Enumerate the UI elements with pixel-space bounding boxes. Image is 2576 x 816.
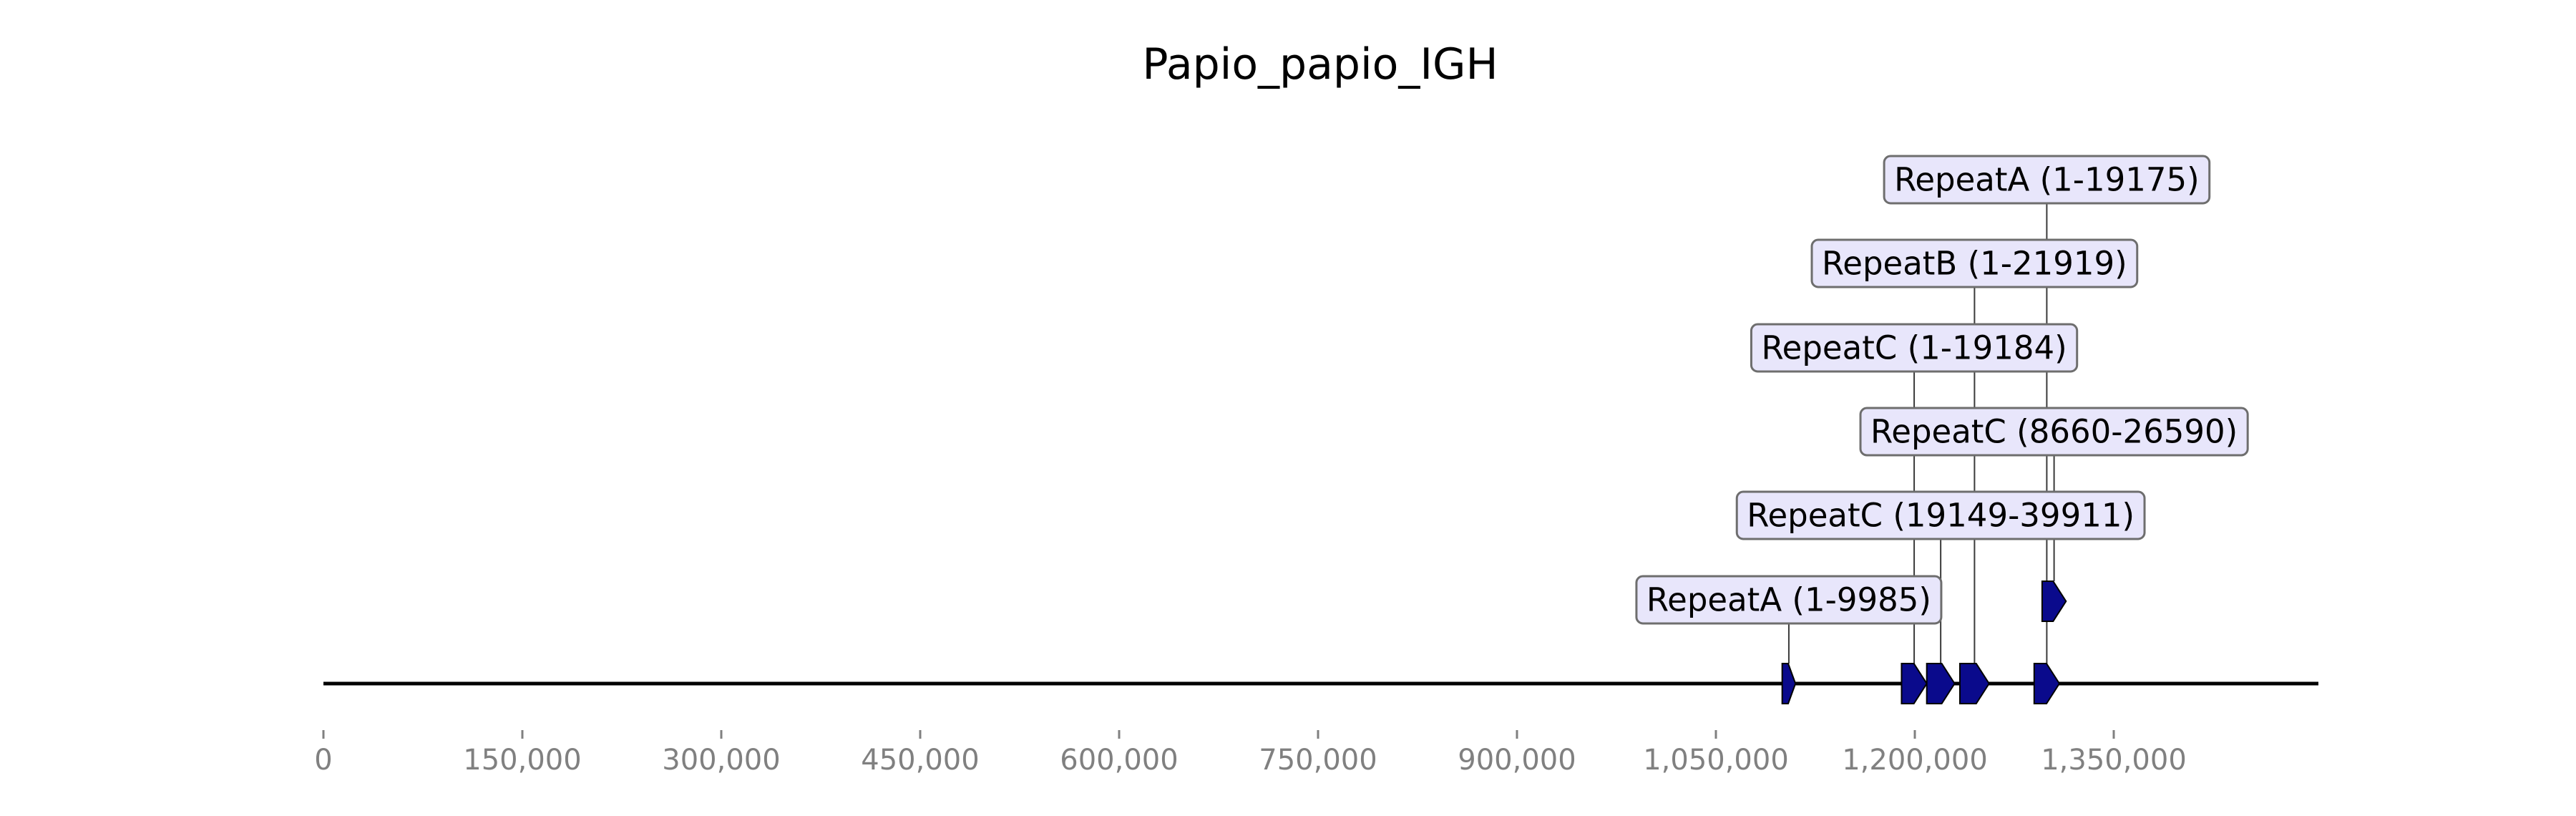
feature-label-box xyxy=(1750,323,2079,373)
feature-label-text: RepeatC (19149-39911) xyxy=(1747,497,2135,535)
feature-label-text: RepeatC (1-19184) xyxy=(1761,329,2067,367)
map-title: Papio_papio_IGH xyxy=(1142,39,1498,89)
x-tick-label: 300,000 xyxy=(662,744,780,777)
feature-label-text: RepeatB (1-21919) xyxy=(1822,245,2127,283)
feature-label-text: RepeatA (1-19175) xyxy=(1894,161,2200,199)
feature-arrows xyxy=(1781,581,2067,704)
feature-arrow xyxy=(1926,663,1956,704)
x-tick-label: 750,000 xyxy=(1259,744,1377,777)
x-tick-label: 900,000 xyxy=(1458,744,1576,777)
feature-label-box xyxy=(1883,155,2211,205)
feature-label-box xyxy=(1735,490,2146,540)
feature-arrow xyxy=(2041,581,2067,622)
x-tick-label: 1,350,000 xyxy=(2041,744,2187,777)
feature-label: RepeatA (1-9985) xyxy=(1635,575,1943,625)
feature-arrow xyxy=(1901,663,1928,704)
x-tick-label: 1,050,000 xyxy=(1643,744,1789,777)
x-tick-label: 1,200,000 xyxy=(1842,744,1988,777)
feature-labels: RepeatA (1-9985) RepeatC (1-19184) RepeatC… xyxy=(1635,155,2249,625)
x-tick-label: 600,000 xyxy=(1060,744,1178,777)
feature-label: RepeatC (8660-26590) xyxy=(1859,407,2249,457)
feature-label: RepeatB (1-21919) xyxy=(1810,238,2139,288)
feature-label-box xyxy=(1635,575,1943,625)
feature-label: RepeatA (1-19175) xyxy=(1883,155,2211,205)
feature-label-text: RepeatA (1-9985) xyxy=(1646,581,1931,619)
feature-arrow xyxy=(1959,663,1990,704)
x-tick-label: 450,000 xyxy=(861,744,979,777)
feature-label: RepeatC (1-19184) xyxy=(1750,323,2079,373)
feature-label-box xyxy=(1810,238,2139,288)
feature-label: RepeatC (19149-39911) xyxy=(1735,490,2146,540)
feature-label-box xyxy=(1859,407,2249,457)
x-axis: 0 150,000 300,000 450,000 600,000 750,000 900,… xyxy=(314,730,2187,777)
feature-label-text: RepeatC (8660-26590) xyxy=(1870,413,2238,451)
x-tick-label: 150,000 xyxy=(463,744,581,777)
x-tick-label: 0 xyxy=(314,744,332,777)
feature-arrow xyxy=(1781,663,1797,704)
feature-arrow xyxy=(2033,663,2061,704)
